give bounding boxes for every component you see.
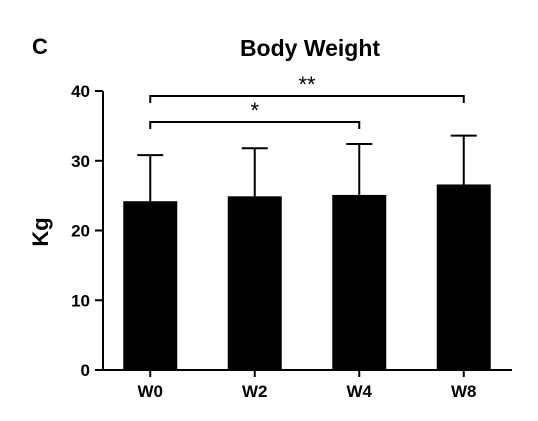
x-tick-label: W0 [138,382,164,401]
y-tick-label: 40 [71,82,90,101]
significance-label: * [250,98,259,123]
y-tick-label: 20 [71,222,90,241]
significance-bracket [149,95,465,103]
bar-w2 [227,196,282,370]
bar-w4 [332,194,387,370]
panel-label: C [32,34,48,59]
significance-label: ** [298,72,316,97]
x-tick-label: W4 [347,382,373,401]
chart-title: Body Weight [240,35,380,61]
y-tick-label: 0 [81,361,90,380]
x-tick-label: W2 [242,382,268,401]
y-axis-label: Kg [28,217,53,246]
error-bars [137,134,477,202]
significance-bracket [149,121,361,129]
bar-w0 [123,201,178,370]
x-tick-label: W8 [451,382,477,401]
significance-brackets: *** [149,72,465,129]
bar-w8 [436,184,491,370]
axes: 0 10 20 30 40 W0 W2 W4 W8 [71,82,512,401]
bars [123,184,491,370]
y-tick-label: 30 [71,152,90,171]
y-tick-label: 10 [71,291,90,310]
